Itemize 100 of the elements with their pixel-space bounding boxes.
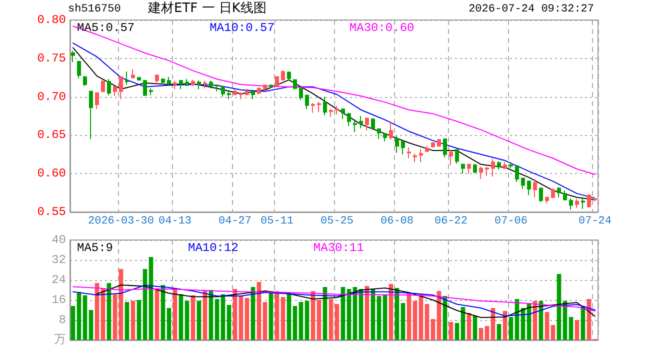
bar	[430, 319, 436, 340]
candlestick	[425, 145, 429, 153]
candlestick	[71, 50, 75, 63]
candlestick	[131, 68, 135, 79]
y-tick-label: 0.75	[37, 51, 66, 66]
candlestick	[119, 76, 123, 100]
bar	[262, 302, 268, 340]
y-tick-label: 0.60	[37, 166, 66, 181]
candlestick	[167, 76, 171, 87]
candlestick	[269, 84, 273, 89]
bar	[496, 324, 502, 340]
candlestick	[155, 74, 159, 86]
candlestick	[227, 90, 231, 100]
x-tick-label: 04-13	[158, 216, 192, 228]
candlestick	[407, 146, 411, 159]
candlestick	[437, 138, 441, 148]
bar	[328, 299, 334, 340]
bar	[238, 296, 244, 340]
candlestick	[203, 80, 207, 89]
x-tick-label: 06-22	[434, 216, 468, 228]
candlestick	[365, 117, 369, 132]
candlestick	[89, 90, 93, 140]
bar	[76, 292, 82, 340]
candlestick	[569, 198, 573, 210]
candlestick	[593, 196, 597, 202]
y-tick-label: 8	[58, 313, 66, 327]
candlestick	[533, 178, 537, 198]
candlestick	[587, 194, 591, 208]
candlestick	[179, 79, 183, 90]
candlestick	[101, 79, 105, 93]
y-tick-label: 24	[52, 273, 66, 287]
candlestick	[521, 178, 525, 190]
candlestick	[527, 180, 531, 196]
bar	[472, 316, 478, 340]
candlestick	[149, 88, 153, 96]
y-tick-label: 32	[52, 253, 66, 267]
chart-title: 建材ETF 一 日K线图	[147, 1, 266, 16]
bar	[112, 294, 118, 340]
bar	[190, 295, 196, 340]
candlestick	[245, 88, 249, 96]
bar	[178, 294, 184, 340]
bar	[196, 300, 202, 340]
candlestick	[185, 78, 189, 87]
bar	[124, 302, 130, 340]
bar	[376, 296, 382, 340]
x-tick-label: 05-25	[320, 216, 354, 228]
candlestick	[287, 70, 291, 82]
candlestick	[395, 135, 399, 154]
candlestick	[317, 102, 321, 113]
candlestick	[215, 84, 219, 92]
candlestick	[557, 186, 561, 198]
candlestick	[209, 80, 213, 89]
y-tick-label: 0.70	[37, 90, 66, 104]
bar	[412, 301, 418, 340]
bar	[298, 302, 304, 340]
candlestick	[305, 94, 309, 110]
bar	[478, 328, 484, 340]
x-tick-label: 04-27	[218, 216, 252, 228]
y-tick-label: 40	[52, 233, 66, 247]
bar	[184, 300, 190, 340]
candlestick	[359, 116, 363, 129]
bar	[292, 306, 298, 340]
candlestick	[113, 86, 117, 97]
bar	[280, 297, 286, 340]
candlestick	[491, 158, 495, 178]
bar	[400, 303, 406, 340]
candlestick	[581, 198, 585, 210]
candlestick	[143, 79, 147, 97]
candlestick	[77, 60, 81, 79]
bar	[334, 304, 340, 340]
candlestick	[293, 78, 297, 90]
candlestick	[515, 164, 519, 183]
candlestick	[401, 140, 405, 155]
candlestick	[449, 149, 453, 166]
candlestick	[545, 196, 549, 204]
candlestick	[125, 70, 129, 86]
bar	[574, 320, 580, 340]
candlestick	[431, 142, 435, 148]
candlestick	[239, 92, 243, 100]
bar	[166, 308, 172, 340]
candlestick	[197, 80, 201, 90]
candlestick	[389, 120, 393, 140]
text: MA10:0.57	[210, 21, 274, 35]
candlestick	[137, 76, 141, 82]
candlestick	[479, 166, 483, 180]
candlestick	[353, 118, 357, 133]
bar	[544, 312, 550, 340]
x-tick-label: 06-08	[380, 216, 414, 228]
bar	[88, 310, 94, 340]
bar	[214, 299, 220, 340]
candlestick	[191, 79, 195, 87]
candlestick	[413, 153, 417, 163]
candlestick	[323, 96, 327, 116]
candlestick	[95, 92, 99, 110]
candlestick	[551, 188, 555, 199]
x-tick-label: 07-06	[494, 216, 528, 228]
bar	[226, 305, 232, 340]
text: MA5:9	[77, 241, 114, 255]
y-tick-label: 0.55	[37, 205, 66, 219]
bar	[70, 306, 76, 340]
